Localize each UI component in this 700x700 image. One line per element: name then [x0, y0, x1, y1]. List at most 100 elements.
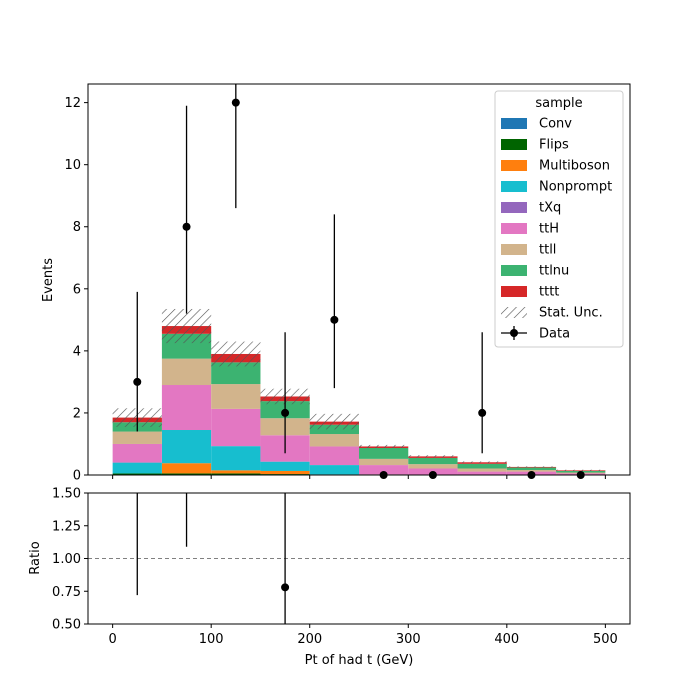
y-tick-label: 12	[64, 96, 81, 111]
bar-tth-bin-7	[457, 471, 507, 475]
bar-nonprompt-bin-0	[112, 462, 162, 474]
stat-unc-bin-9	[556, 469, 606, 471]
bar-nonprompt-bin-4	[309, 465, 359, 475]
ratio-y-tick-label: 0.75	[52, 585, 81, 600]
data-point-3	[281, 408, 290, 417]
legend-entry-tth: ttH	[501, 222, 559, 237]
legend-label: ttlnu	[539, 264, 569, 279]
stat-unc-bin-7	[457, 461, 507, 464]
legend-data-marker	[510, 329, 518, 337]
x-tick-label: 100	[199, 632, 224, 647]
bar-ttlnu-bin-7	[457, 463, 507, 469]
ratio-y-tick-label: 1.00	[52, 552, 81, 567]
legend-swatch	[501, 244, 527, 255]
stat-unc-bin-2	[211, 341, 261, 367]
legend-swatch	[501, 286, 527, 297]
x-tick-label: 300	[396, 632, 421, 647]
data-point-5	[379, 471, 388, 479]
bar-nonprompt-bin-3	[260, 461, 310, 471]
main-x-axis	[112, 475, 606, 479]
stat-unc-bin-8	[506, 466, 557, 468]
legend-label: Stat. Unc.	[539, 306, 603, 321]
bar-ttlnu-bin-2	[211, 362, 261, 385]
bar-multiboson-bin-3	[260, 470, 310, 475]
ratio-plot-area	[88, 493, 630, 624]
legend-entry-conv: Conv	[501, 117, 572, 132]
x-axis-label: Pt of had t (GeV)	[305, 653, 414, 668]
legend-title: sample	[535, 96, 582, 111]
legend-label: tXq	[539, 201, 561, 216]
stat-unc-bin-6	[408, 455, 458, 458]
main-y-axis: 0 2 4 6 8 10 12	[64, 96, 88, 484]
data-point-8	[527, 471, 536, 479]
legend-swatch	[501, 139, 527, 150]
legend-entry-data: Data	[501, 326, 570, 342]
main-y-label: Events	[41, 258, 56, 302]
bar-multiboson-bin-2	[211, 470, 261, 474]
data-point-1	[182, 222, 191, 231]
legend: sample Conv Flips Multiboson Nonprompt tXq tt…	[494, 90, 624, 348]
y-tick-label: 8	[73, 220, 81, 235]
stat-unc-bin-5	[359, 444, 409, 449]
ratio-point-3	[281, 583, 290, 592]
data-point-2	[231, 98, 240, 107]
bar-multiboson-bin-1	[161, 463, 212, 474]
ratio-x-axis: 0 100 200 300 400 500	[108, 624, 618, 647]
bar-tth-bin-2	[211, 408, 261, 447]
data-point-9	[576, 471, 585, 479]
bar-tth-bin-4	[309, 446, 359, 466]
bar-ttll-bin-0	[112, 431, 162, 444]
bar-ttll-bin-6	[408, 464, 458, 469]
y-tick-label: 10	[64, 158, 81, 173]
legend-box	[494, 90, 624, 348]
legend-swatch	[501, 307, 527, 318]
ratio-y-tick-label: 0.50	[52, 618, 81, 633]
y-tick-label: 4	[73, 344, 81, 359]
legend-entry-tttt: tttt	[501, 285, 559, 300]
y-tick-label: 6	[73, 282, 81, 297]
data-point-7	[478, 408, 487, 417]
ratio-y-tick-label: 1.25	[52, 519, 81, 534]
ratio-y-label: Ratio	[28, 541, 43, 574]
legend-entry-stat-unc-: Stat. Unc.	[501, 306, 603, 321]
legend-swatch	[501, 202, 527, 213]
bar-ttll-bin-4	[309, 434, 359, 447]
bar-tth-bin-1	[161, 385, 212, 431]
bar-ttlnu-bin-6	[408, 457, 458, 465]
bar-ttll-bin-5	[359, 458, 409, 466]
bar-tth-bin-5	[359, 465, 409, 475]
x-tick-label: 200	[297, 632, 322, 647]
stat-unc-bin-1	[161, 308, 212, 344]
x-tick-label: 400	[494, 632, 519, 647]
legend-label: Nonprompt	[539, 180, 612, 195]
legend-entry-ttll: ttll	[501, 243, 556, 258]
x-tick-label: 0	[108, 632, 116, 647]
x-tick-label: 500	[593, 632, 618, 647]
legend-swatch	[501, 181, 527, 192]
bar-tth-bin-0	[112, 443, 162, 463]
bar-flips-bin-2	[211, 473, 261, 475]
legend-label: Conv	[539, 117, 572, 132]
legend-entry-ttlnu: ttlnu	[501, 264, 569, 279]
stat-unc-bin-4	[309, 413, 359, 430]
legend-swatch	[501, 160, 527, 171]
legend-entry-txq: tXq	[501, 201, 561, 216]
legend-swatch	[501, 223, 527, 234]
legend-label: Flips	[539, 138, 569, 153]
legend-swatch	[501, 118, 527, 129]
legend-label: ttll	[539, 243, 556, 258]
bar-nonprompt-bin-2	[211, 446, 261, 471]
bar-ttlnu-bin-8	[506, 467, 557, 471]
legend-entry-flips: Flips	[501, 138, 569, 153]
legend-label: Multiboson	[539, 159, 610, 174]
bar-ttlnu-bin-5	[359, 448, 409, 459]
bar-nonprompt-bin-1	[161, 430, 212, 464]
bar-ttll-bin-7	[457, 468, 507, 472]
bar-ttll-bin-2	[211, 384, 261, 409]
main-plot-frame	[87, 83, 631, 476]
legend-label: tttt	[539, 285, 559, 300]
data-point-4	[330, 315, 339, 324]
legend-entry-multiboson: Multiboson	[501, 159, 610, 174]
ratio-point-0	[133, 476, 141, 484]
